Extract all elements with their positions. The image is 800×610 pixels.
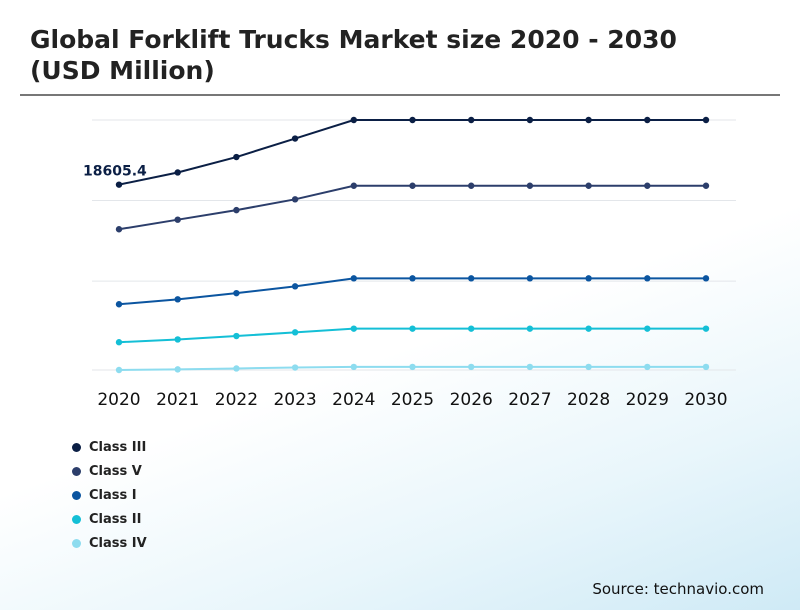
- point-class-iv-2023: [291, 364, 299, 371]
- point-class-iv-2026: [468, 363, 475, 371]
- legend-marker-class-v: [72, 466, 81, 476]
- x-tick-label-2020: 2020: [97, 390, 140, 410]
- point-class-v-2026: [468, 182, 475, 189]
- point-class-ii-2029: [644, 325, 651, 332]
- point-class-i-2022: [233, 289, 240, 297]
- legend: Class III Class V Class I Class II Class…: [72, 435, 147, 555]
- point-class-ii-2022: [233, 332, 240, 340]
- line-chart: 2020 2021 2022 2023 2024 2025 2026 2027 2028 2029…: [83, 116, 736, 410]
- point-class-ii-2026: [468, 325, 475, 332]
- point-class-v-2020: [115, 226, 123, 233]
- point-class-iii-2027: [526, 116, 534, 124]
- source-credit: Source: technavio.com: [592, 580, 764, 598]
- legend-label-class-iii: Class III: [89, 439, 147, 455]
- legend-item-class-i[interactable]: Class I: [72, 483, 147, 507]
- x-tick-label-2022: 2022: [215, 390, 258, 410]
- point-class-iii-2026: [468, 116, 475, 124]
- point-class-iv-2024: [350, 363, 357, 371]
- point-class-ii-2027: [526, 325, 534, 332]
- point-class-i-2024: [350, 275, 357, 282]
- point-class-v-2024: [350, 182, 357, 189]
- point-class-i-2029: [644, 275, 651, 282]
- point-class-iii-2023: [291, 135, 299, 142]
- legend-label-class-v: Class V: [89, 463, 142, 479]
- point-class-iv-2022: [233, 365, 240, 372]
- point-class-ii-2021: [174, 336, 181, 343]
- x-tick-label-2027: 2027: [508, 390, 551, 410]
- x-tick-label-2023: 2023: [273, 390, 316, 410]
- point-class-i-2025: [409, 275, 416, 282]
- x-tick-label-2026: 2026: [450, 390, 493, 410]
- point-class-ii-2023: [291, 329, 299, 336]
- series-line-class-i: [118, 277, 706, 306]
- legend-item-class-ii[interactable]: Class II: [72, 507, 147, 531]
- point-class-i-2026: [468, 275, 475, 282]
- point-class-i-2021: [174, 296, 181, 303]
- point-class-iv-2028: [585, 363, 592, 371]
- point-class-iii-2025: [409, 116, 416, 124]
- point-class-iii-2028: [585, 116, 592, 124]
- point-class-iii-2020: [115, 181, 123, 188]
- point-class-iii-2022: [233, 153, 240, 161]
- point-class-iii-2029: [644, 116, 651, 124]
- point-class-v-2025: [409, 182, 416, 189]
- x-tick-label-2025: 2025: [391, 390, 434, 410]
- point-class-iv-2030: [702, 363, 710, 371]
- chart-title: Global Forklift Trucks Market size 2020 …: [30, 25, 677, 85]
- point-class-v-2030: [702, 182, 710, 189]
- title-divider: [20, 94, 780, 96]
- point-class-iv-2025: [409, 363, 416, 371]
- x-tick-label-2024: 2024: [332, 390, 375, 410]
- legend-item-class-v[interactable]: Class V: [72, 459, 147, 483]
- x-tick-label-2028: 2028: [567, 390, 610, 410]
- x-tick-label-2029: 2029: [626, 390, 669, 410]
- point-class-v-2022: [233, 206, 240, 214]
- point-class-iv-2020: [115, 366, 123, 374]
- point-class-ii-2020: [115, 339, 123, 346]
- legend-item-class-iii[interactable]: Class III: [72, 435, 147, 459]
- point-class-v-2023: [291, 196, 299, 203]
- point-class-i-2030: [702, 275, 710, 282]
- point-class-i-2023: [291, 283, 299, 290]
- data-label-class-iii-2020: 18605.4: [83, 164, 147, 180]
- point-class-v-2027: [526, 182, 534, 189]
- legend-item-class-iv[interactable]: Class IV: [72, 531, 147, 555]
- series-line-class-v: [118, 184, 706, 231]
- point-class-ii-2030: [702, 325, 710, 332]
- point-class-ii-2028: [585, 325, 592, 332]
- point-class-i-2027: [526, 275, 534, 282]
- legend-marker-class-iv: [72, 538, 81, 548]
- point-class-v-2029: [644, 182, 651, 189]
- point-class-iv-2021: [174, 366, 181, 373]
- legend-label-class-ii: Class II: [89, 511, 142, 527]
- legend-marker-class-iii: [72, 442, 81, 452]
- legend-label-class-i: Class I: [89, 487, 137, 503]
- point-class-iii-2024: [350, 116, 357, 124]
- point-class-iv-2027: [526, 363, 534, 371]
- series-line-class-iii: [118, 119, 706, 186]
- x-tick-label-2021: 2021: [156, 390, 199, 410]
- point-class-v-2028: [585, 182, 592, 189]
- x-tick-label-2030: 2030: [684, 390, 727, 410]
- point-class-iii-2021: [174, 169, 181, 176]
- legend-marker-class-ii: [72, 514, 81, 524]
- point-class-v-2021: [174, 216, 181, 223]
- point-class-iii-2030: [702, 116, 710, 124]
- point-class-iv-2029: [644, 363, 651, 371]
- legend-label-class-iv: Class IV: [89, 535, 147, 551]
- point-class-ii-2024: [350, 325, 357, 332]
- point-class-i-2028: [585, 275, 592, 282]
- point-class-ii-2025: [409, 325, 416, 332]
- legend-marker-class-i: [72, 490, 81, 500]
- point-class-i-2020: [115, 301, 123, 308]
